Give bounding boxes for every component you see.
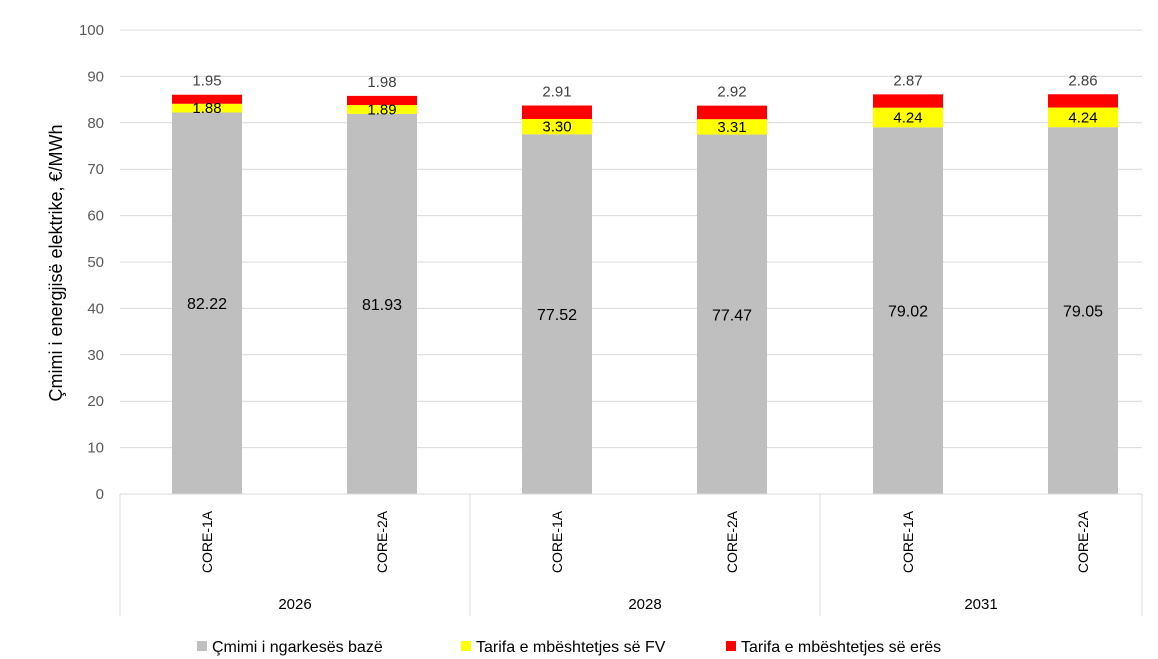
bar-segment-wind [1048,94,1118,108]
legend-swatch [197,641,207,651]
bar-segment-base [1048,127,1118,494]
bar-segment-base [697,134,767,495]
bar-segment-base [172,112,242,494]
bar-segment-wind [347,95,417,106]
legend-label: Çmimi i ngarkesës bazë [212,639,383,656]
data-label: 82.22 [187,296,227,313]
data-label: 1.95 [192,73,221,90]
x-category-label: CORE-2A [1075,510,1091,573]
data-label: 77.47 [712,307,752,324]
y-tick-label: 100 [79,22,104,39]
x-category-label: CORE-1A [549,510,565,573]
y-axis-title: Çmimi i energjisë elektrike, €/MWh [46,124,66,401]
data-label: 2.91 [542,83,571,100]
legend-swatch [726,641,736,651]
bar-segment-fv [697,119,767,135]
gridlines [120,29,1142,449]
data-label: 81.93 [362,297,402,314]
bar-segment-fv [1048,107,1118,128]
x-category-label: CORE-1A [900,510,916,573]
data-label: 1.89 [367,101,396,118]
y-tick-label: 20 [87,393,104,410]
bar-segment-wind [172,94,242,104]
data-label: 2.87 [893,72,922,89]
y-tick-label: 60 [87,208,104,225]
legend-label: Tarifa e mbështetjes së erës [741,639,941,656]
data-label: 4.24 [1068,109,1097,126]
bar-segment-base [522,134,592,495]
bar-segment-base [347,113,417,495]
x-category-label: CORE-1A [199,510,215,573]
y-tick-label: 0 [96,486,104,503]
bar-segment-base [873,127,943,494]
data-label: 1.98 [367,74,396,91]
legend-swatch [461,641,471,651]
y-axis-ticks: 0 10 20 30 40 50 60 70 80 90 100 [79,22,104,503]
data-label: 3.31 [717,119,746,136]
y-tick-label: 30 [87,347,104,364]
bar-segment-fv [873,107,943,128]
bar-segment-fv [172,103,242,113]
data-label: 1.88 [192,100,221,117]
data-label: 2.92 [717,84,746,101]
bar-segment-wind [873,94,943,108]
y-tick-label: 80 [87,115,104,132]
bar-segment-fv [522,118,592,135]
y-tick-label: 70 [87,161,104,178]
bars [172,94,1118,495]
data-label: 4.24 [893,110,922,127]
legend: Çmimi i ngarkesës bazë Tarifa e mbështetj… [197,639,941,656]
bar-segment-wind [522,105,592,119]
x-group-label: 2031 [964,596,997,613]
x-axis: CORE-1A CORE-2A 2026 CORE-1A CORE-2A 2028 CORE… [119,493,1143,616]
y-tick-label: 50 [87,254,104,271]
y-tick-label: 40 [87,300,104,317]
data-label: 77.52 [537,307,577,324]
data-label: 79.02 [888,304,928,321]
y-tick-label: 10 [87,440,104,457]
data-label: 79.05 [1063,304,1103,321]
legend-label: Tarifa e mbështetjes së FV [476,639,666,656]
x-group-label: 2026 [278,596,311,613]
data-label: 3.30 [542,119,571,136]
x-category-label: CORE-2A [724,510,740,573]
x-group-label: 2028 [628,596,661,613]
bar-segment-wind [697,105,767,120]
data-labels: 82.22 1.88 1.95 81.93 1.89 1.98 77.52 3.30 2.91 7… [187,72,1103,324]
y-tick-label: 90 [87,68,104,85]
bar-segment-fv [347,105,417,114]
data-label: 2.86 [1068,72,1097,89]
x-category-label: CORE-2A [374,510,390,573]
